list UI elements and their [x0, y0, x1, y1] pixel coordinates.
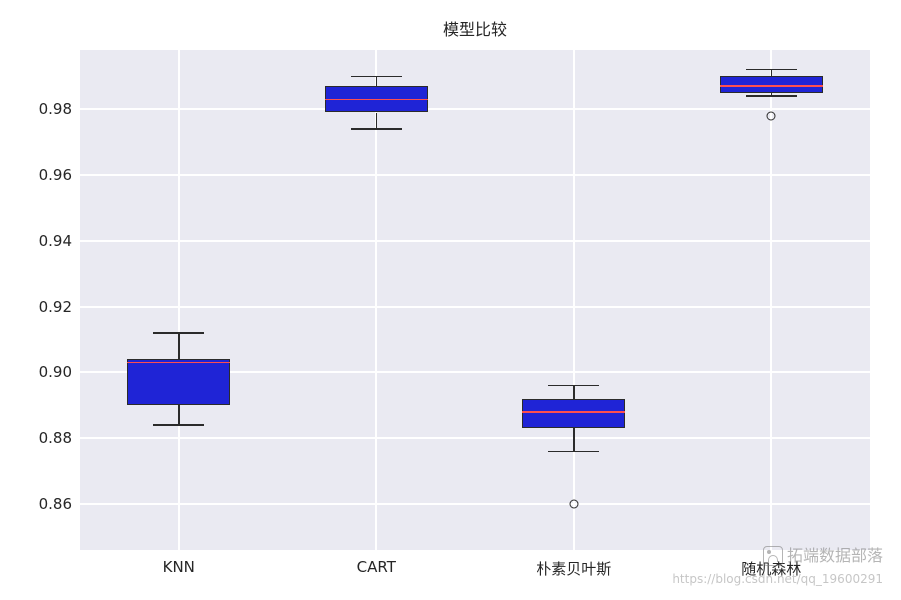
median-line — [325, 99, 428, 101]
whisker-cap-lower — [153, 424, 204, 426]
watermark-url: https://blog.csdn.net/qq_19600291 — [672, 572, 883, 586]
x-gridline — [770, 50, 772, 550]
y-gridline — [80, 437, 870, 439]
whisker-upper — [573, 386, 575, 399]
ytick-label: 0.94 — [39, 232, 72, 250]
watermark-icon — [763, 546, 783, 566]
box — [127, 359, 230, 405]
plot-area: 0.860.880.900.920.940.960.98KNNCART朴素贝叶斯… — [80, 50, 870, 550]
whisker-upper — [178, 333, 180, 359]
median-line — [127, 362, 230, 364]
whisker-upper — [376, 76, 378, 86]
xtick-label: 朴素贝叶斯 — [536, 558, 611, 579]
whisker-lower — [573, 428, 575, 451]
median-line — [720, 85, 823, 87]
whisker-lower — [178, 405, 180, 425]
whisker-cap-upper — [746, 69, 797, 71]
whisker-cap-upper — [153, 332, 204, 334]
ytick-label: 0.92 — [39, 298, 72, 316]
ytick-label: 0.90 — [39, 363, 72, 381]
watermark-text: 拓端数据部落 — [763, 542, 883, 567]
ytick-label: 0.96 — [39, 166, 72, 184]
whisker-upper — [771, 70, 773, 77]
x-gridline — [573, 50, 575, 550]
whisker-cap-upper — [548, 385, 599, 387]
outlier-marker — [569, 499, 578, 508]
y-gridline — [80, 108, 870, 110]
x-gridline — [178, 50, 180, 550]
chart-title: 模型比较 — [80, 16, 870, 40]
whisker-cap-lower — [746, 95, 797, 97]
whisker-lower — [376, 113, 378, 129]
boxplot-chart: 模型比较 0.860.880.900.920.940.960.98KNNCART… — [0, 0, 901, 600]
whisker-cap-lower — [351, 128, 402, 130]
median-line — [522, 411, 625, 413]
whisker-cap-upper — [351, 76, 402, 78]
ytick-label: 0.98 — [39, 100, 72, 118]
box — [522, 399, 625, 429]
xtick-label: CART — [357, 558, 396, 576]
whisker-cap-lower — [548, 451, 599, 453]
outlier-marker — [767, 111, 776, 120]
y-gridline — [80, 503, 870, 505]
xtick-label: KNN — [163, 558, 195, 576]
y-gridline — [80, 240, 870, 242]
y-gridline — [80, 306, 870, 308]
y-gridline — [80, 174, 870, 176]
ytick-label: 0.88 — [39, 429, 72, 447]
ytick-label: 0.86 — [39, 495, 72, 513]
watermark-label: 拓端数据部落 — [787, 546, 883, 565]
